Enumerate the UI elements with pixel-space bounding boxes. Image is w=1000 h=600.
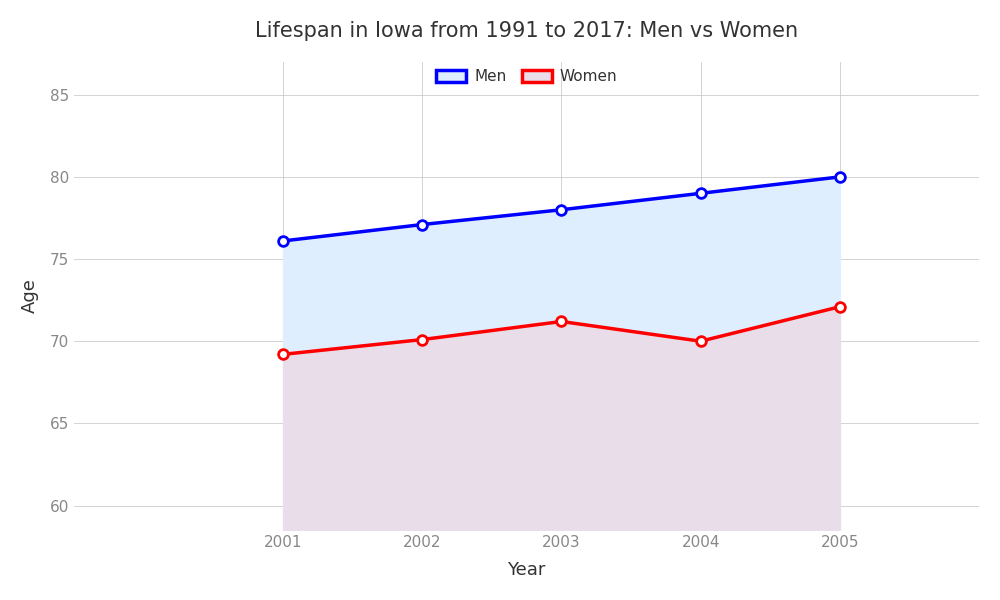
X-axis label: Year: Year [507, 561, 546, 579]
Title: Lifespan in Iowa from 1991 to 2017: Men vs Women: Lifespan in Iowa from 1991 to 2017: Men … [255, 21, 798, 41]
Legend: Men, Women: Men, Women [436, 70, 617, 85]
Y-axis label: Age: Age [21, 278, 39, 313]
